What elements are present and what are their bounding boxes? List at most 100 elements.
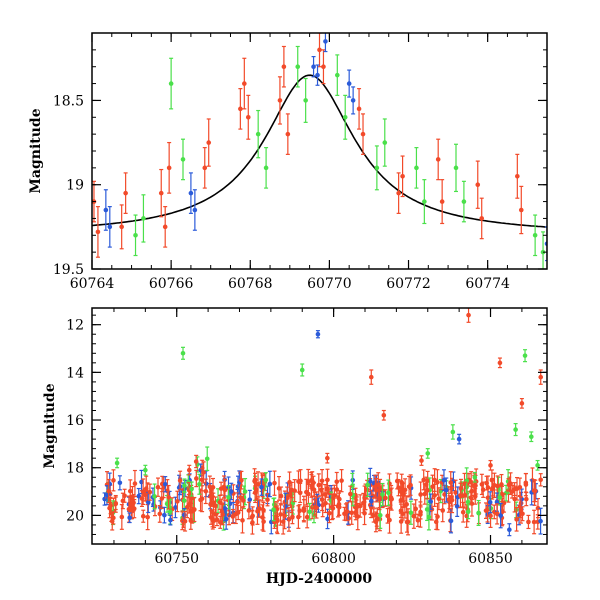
bottom-point-green <box>299 367 305 373</box>
bottom-band-point-green <box>263 477 269 483</box>
bottom-band-point-red <box>290 514 295 520</box>
bottom-xtick-label: 60750 <box>154 551 199 567</box>
bottom-band-point-green <box>181 498 187 503</box>
bottom-band-point-red <box>235 510 241 515</box>
bottom-band-point-red <box>468 495 474 500</box>
bottom-band-point-red <box>339 478 344 483</box>
bottom-band-point-red <box>422 491 428 497</box>
top-point-red <box>277 98 283 103</box>
top-point-blue <box>103 207 109 213</box>
bottom-band-point-red <box>389 496 394 502</box>
top-point-red <box>95 229 101 235</box>
bottom-band-point-red <box>192 507 197 512</box>
bottom-point-green <box>529 434 534 440</box>
bottom-band-point-red <box>349 510 355 516</box>
top-point-green <box>335 72 340 78</box>
bottom-plot-area <box>102 308 544 537</box>
bottom-band-point-red <box>484 480 489 486</box>
top-xtick-label: 60764 <box>70 276 115 292</box>
bottom-band-point-blue <box>181 512 187 518</box>
bottom-band-point-red <box>289 487 295 493</box>
bottom-band-point-red <box>523 482 529 487</box>
bottom-band-point-red <box>361 500 366 506</box>
bottom-band-point-red <box>182 518 188 524</box>
bottom-point-blue <box>507 527 512 532</box>
bottom-band-point-red <box>130 495 135 501</box>
bottom-band-point-red <box>538 477 543 483</box>
bottom-band-point-red <box>448 480 454 485</box>
bottom-band-point-red <box>524 496 529 502</box>
bottom-point-red <box>488 463 493 468</box>
bottom-band-point-blue <box>228 489 234 494</box>
bottom-band-point-green <box>497 495 503 500</box>
bottom-band-point-red <box>272 480 277 486</box>
bottom-band-point-red <box>512 496 517 502</box>
bottom-band-point-red <box>334 487 340 492</box>
top-xtick-label: 60774 <box>465 276 510 292</box>
top-point-red <box>162 224 168 230</box>
top-ytick-label: 19.5 <box>53 262 84 278</box>
top-point-green <box>374 165 380 171</box>
bottom-band-point-red <box>435 480 440 485</box>
bottom-band-point-blue <box>104 492 110 498</box>
bottom-band-point-red <box>402 503 408 508</box>
bottom-point-red <box>381 412 387 418</box>
top-point-blue <box>192 207 198 213</box>
bottom-band-point-red <box>531 488 537 493</box>
bottom-band-point-red <box>286 517 292 522</box>
bottom-band-point-red <box>499 482 504 487</box>
bottom-ytick-label: 20 <box>66 508 84 524</box>
top-point-red <box>317 47 322 53</box>
bottom-band-point-red <box>311 480 316 486</box>
bottom-band-point-red <box>145 514 150 520</box>
bottom-band-point-blue <box>162 512 167 518</box>
bottom-band-point-red <box>319 487 324 493</box>
bottom-band-point-green <box>380 492 385 497</box>
bottom-band-point-red <box>468 479 474 485</box>
bottom-band-point-blue <box>283 503 288 509</box>
bottom-band-point-blue <box>487 499 493 505</box>
bottom-band-point-red <box>113 501 119 507</box>
top-point-green <box>342 114 348 120</box>
top-point-red <box>439 199 445 204</box>
top-point-green <box>422 199 427 204</box>
top-point-green <box>180 157 186 162</box>
bottom-band-point-red <box>327 510 332 516</box>
bottom-point-red <box>519 401 525 406</box>
top-point-red <box>435 157 441 162</box>
bottom-band-point-red <box>249 514 255 520</box>
top-point-green <box>303 98 308 103</box>
bottom-panel-marks <box>102 308 544 537</box>
bottom-band-point-blue <box>448 518 454 524</box>
bottom-band-point-red <box>304 514 310 520</box>
bottom-band-point-green <box>182 483 187 488</box>
bottom-band-point-red <box>274 516 280 522</box>
bottom-band-point-red <box>460 509 466 515</box>
bottom-band-point-red <box>535 505 541 511</box>
bottom-point-green <box>513 427 518 432</box>
bottom-xtick-label: 60850 <box>468 551 513 567</box>
bottom-panel-ylabel: Magnitude <box>42 383 58 468</box>
bottom-band-point-blue <box>145 500 151 505</box>
bottom-band-point-red <box>298 478 303 484</box>
bottom-band-point-blue <box>428 499 434 504</box>
top-point-green <box>295 64 301 70</box>
bottom-band-point-red <box>193 459 199 464</box>
bottom-band-point-red <box>354 504 360 510</box>
top-point-blue <box>107 224 113 230</box>
bottom-band-point-red <box>413 506 418 512</box>
top-xtick-label: 60772 <box>386 276 431 292</box>
bottom-band-point-red <box>319 497 325 502</box>
top-point-red <box>475 182 481 188</box>
bottom-band-point-red <box>343 509 349 515</box>
top-point-green <box>263 165 269 171</box>
bottom-band-point-red <box>261 507 266 513</box>
bottom-panel-xlabel: HJD-2400000 <box>266 571 373 587</box>
bottom-point-blue <box>456 436 462 442</box>
bottom-band-point-red <box>514 517 519 522</box>
bottom-ytick-label: 12 <box>66 318 84 334</box>
bottom-band-point-red <box>207 484 213 489</box>
bottom-band-point-red <box>235 499 240 505</box>
top-point-blue <box>350 98 356 103</box>
